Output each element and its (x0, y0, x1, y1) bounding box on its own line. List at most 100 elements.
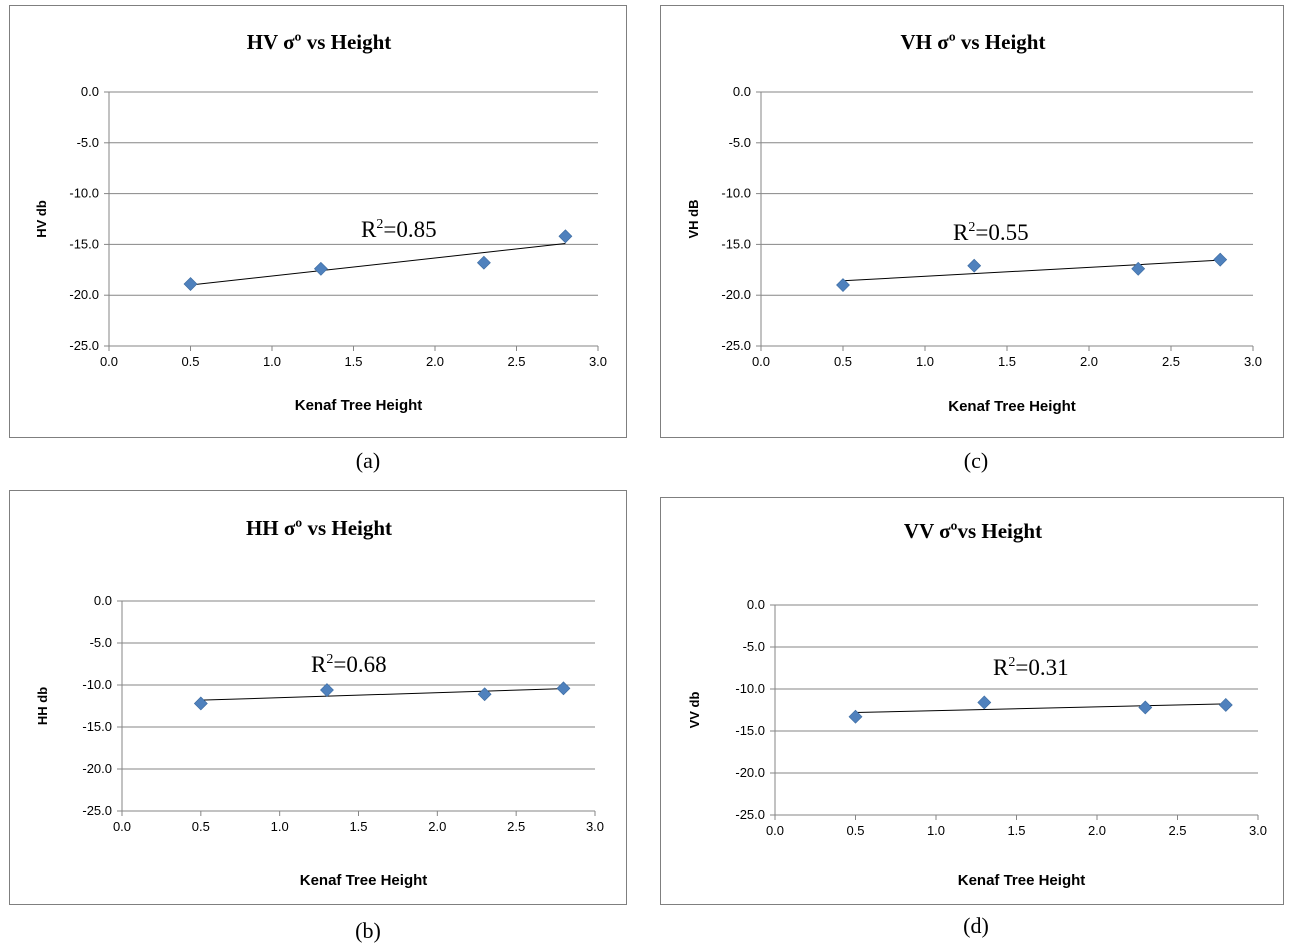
x-tick-label: 2.5 (1168, 823, 1186, 838)
y-axis-label: VH dB (686, 200, 701, 239)
y-axis-label: HH db (35, 687, 50, 725)
x-tick-label: 0.0 (766, 823, 784, 838)
data-point (477, 687, 492, 702)
data-point (967, 258, 982, 273)
trendline (200, 688, 564, 701)
chart-hv: HV σº vs Height 0.0 -5.0 -10.0 -15.0 -20.0 -25… (34, 30, 607, 414)
x-tick-label: 1.0 (263, 354, 281, 369)
x-axis-label: Kenaf Tree Height (958, 872, 1086, 889)
x-tick-label: 2.5 (1162, 354, 1180, 369)
chart-title: VH σº vs Height (901, 30, 1046, 54)
chart-title: VV σºvs Height (904, 519, 1042, 543)
x-tick-label: 1.0 (916, 354, 934, 369)
y-axis-label: VV db (687, 692, 702, 729)
y-tick-label: -10.0 (82, 677, 112, 692)
caption-d: (d) (963, 913, 989, 938)
x-tick-label: 1.0 (927, 823, 945, 838)
chart-panel-hh: HH σº vs Height 0.0 -5.0 -10.0 -15.0 -20.0 -25… (9, 490, 627, 905)
chart-vv: VV σºvs Height 0.0 -5.0 -10.0 -15.0 -20.0 -25.… (687, 519, 1267, 889)
x-tick-label: 0.5 (834, 354, 852, 369)
trendline (842, 259, 1221, 282)
y-tick-label: -20.0 (735, 765, 765, 780)
y-tick-label: 0.0 (94, 593, 112, 608)
x-tick-label: 1.5 (1007, 823, 1025, 838)
x-tick-label: 1.5 (998, 354, 1016, 369)
x-tick-label: 1.5 (344, 354, 362, 369)
chart-panel-vv: VV σºvs Height 0.0 -5.0 -10.0 -15.0 -20.0 -25.… (660, 497, 1284, 905)
data-point (558, 229, 573, 244)
y-tick-label: 0.0 (747, 597, 765, 612)
y-tick-label: -5.0 (77, 135, 99, 150)
r-squared-label: R2=0.68 (311, 652, 387, 677)
y-tick-label: -15.0 (721, 236, 751, 251)
y-tick-label: 0.0 (733, 84, 751, 99)
y-tick-label: -5.0 (90, 635, 112, 650)
y-tick-label: -25.0 (735, 807, 765, 822)
data-point (556, 681, 571, 696)
x-tick-label: 2.5 (507, 819, 525, 834)
x-axis-label: Kenaf Tree Height (948, 398, 1076, 415)
data-point (193, 696, 208, 711)
chart-title: HV σº vs Height (247, 30, 392, 54)
r-squared-label: R2=0.31 (993, 655, 1069, 680)
y-tick-label: -10.0 (721, 186, 751, 201)
data-point (476, 255, 491, 270)
y-tick-label: -20.0 (721, 287, 751, 302)
data-point (1131, 261, 1146, 276)
y-axis-label: HV db (34, 200, 49, 238)
data-point (848, 709, 863, 724)
x-axis-label: Kenaf Tree Height (295, 397, 423, 414)
caption-c: (c) (963, 448, 989, 473)
y-tick-label: -25.0 (69, 338, 99, 353)
x-tick-label: 0.5 (846, 823, 864, 838)
x-tick-label: 0.0 (752, 354, 770, 369)
x-tick-label: 2.0 (426, 354, 444, 369)
x-tick-label: 1.5 (349, 819, 367, 834)
x-tick-label: 2.5 (507, 354, 525, 369)
x-tick-label: 0.5 (192, 819, 210, 834)
x-tick-label: 0.0 (113, 819, 131, 834)
chart-title: HH σº vs Height (246, 516, 392, 540)
x-tick-label: 2.0 (1080, 354, 1098, 369)
x-tick-label: 2.0 (1088, 823, 1106, 838)
x-axis-label: Kenaf Tree Height (300, 872, 428, 889)
data-point (1218, 698, 1233, 712)
chart-hh: HH σº vs Height 0.0 -5.0 -10.0 -15.0 -20.0 -25… (35, 516, 604, 889)
y-tick-label: -10.0 (735, 681, 765, 696)
caption-b: (b) (355, 918, 381, 943)
y-tick-label: -15.0 (82, 719, 112, 734)
y-tick-label: -20.0 (82, 761, 112, 776)
data-point (320, 683, 334, 697)
data-point (183, 277, 198, 291)
caption-a: (a) (355, 448, 381, 473)
chart-panel-hv: HV σº vs Height 0.0 -5.0 -10.0 -15.0 -20.0 -25… (9, 5, 627, 438)
x-tick-label: 1.0 (271, 819, 289, 834)
data-point (313, 261, 328, 276)
trendline (855, 703, 1226, 713)
data-point (836, 278, 850, 292)
y-tick-label: 0.0 (81, 84, 99, 99)
x-tick-label: 0.0 (100, 354, 118, 369)
x-tick-label: 3.0 (586, 819, 604, 834)
x-tick-label: 3.0 (1244, 354, 1262, 369)
y-tick-label: -10.0 (69, 186, 99, 201)
y-tick-label: -15.0 (735, 723, 765, 738)
trendline (190, 243, 566, 286)
y-tick-label: -25.0 (721, 338, 751, 353)
x-tick-label: 0.5 (181, 354, 199, 369)
data-point (1213, 252, 1228, 267)
r-squared-label: R2=0.85 (361, 217, 437, 242)
y-tick-label: -5.0 (729, 135, 751, 150)
data-point (977, 695, 992, 710)
chart-vh: VH σº vs Height 0.0 -5.0 -10.0 -15.0 -20.0 -25… (686, 30, 1262, 415)
r-squared-label: R2=0.55 (953, 220, 1029, 245)
y-tick-label: -25.0 (82, 803, 112, 818)
chart-panel-vh: VH σº vs Height 0.0 -5.0 -10.0 -15.0 -20.0 -25… (660, 5, 1284, 438)
data-point (1138, 700, 1153, 715)
x-tick-label: 3.0 (1249, 823, 1267, 838)
y-tick-label: -5.0 (743, 639, 765, 654)
y-tick-label: -15.0 (69, 236, 99, 251)
x-tick-label: 2.0 (428, 819, 446, 834)
y-tick-label: -20.0 (69, 287, 99, 302)
x-tick-label: 3.0 (589, 354, 607, 369)
